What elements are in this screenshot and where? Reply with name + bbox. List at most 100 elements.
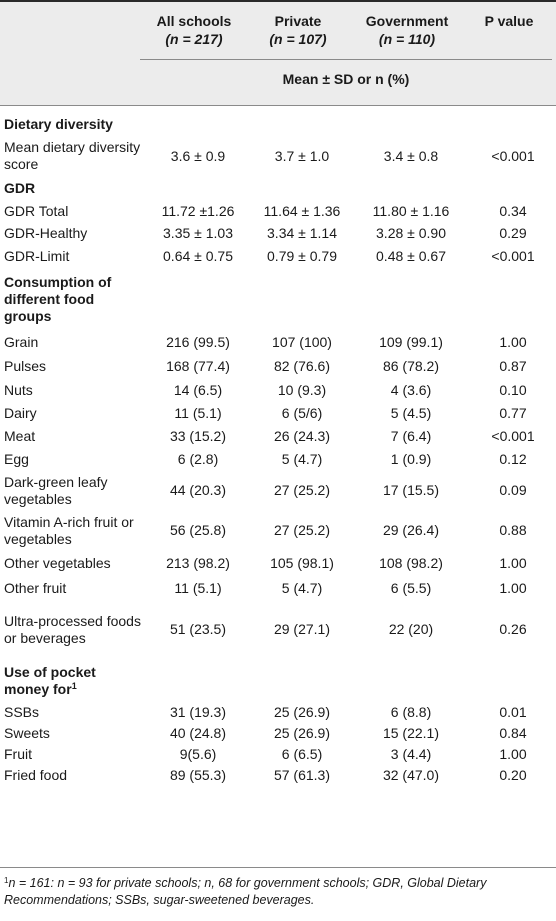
row-label-text: GDR [4,179,36,196]
cell-all-schools: 3.35 ± 1.03 [163,225,233,241]
table-row: GDR-Limit 0.64 ± 0.75 0.79 ± 0.79 0.48 ± 0.… [0,244,556,268]
cell-all-schools: 56 (25.8) [169,522,227,538]
cell-private: 57 (61.3) [273,767,331,783]
row-label-text: GDR Total [4,202,69,219]
cell-p-value: 0.29 [499,225,527,241]
cell-p-value: 0.12 [499,451,527,467]
row-label-text: Sweets [4,725,50,741]
cell-p-value [470,177,556,199]
cell-private: 6 (6.5) [281,746,323,762]
cell-government: 1 (0.9) [390,451,432,467]
cell-government: 32 (47.0) [382,767,440,783]
cell-private: 3.34 ± 1.14 [267,225,337,241]
cell-private: 25 (26.9) [273,704,331,720]
cell-p-value: 0.34 [499,202,527,219]
cell-all-schools: 14 (6.5) [173,381,223,398]
cell-p-value: 0.10 [499,381,527,398]
cell-all-schools: 44 (20.3) [169,482,227,498]
table-body: Dietary diversity Mean dietary diversity … [0,113,556,786]
table-row: Nuts 14 (6.5) 10 (9.3) 4 (3.6) 0.10 [0,378,556,402]
table-row: SSBs 31 (19.3) 25 (26.9) 6 (8.8) 0.01 [0,702,556,723]
cell-private [252,177,352,199]
row-label-text: Grain [4,333,39,350]
row-label: Egg [0,448,144,471]
header-private: Private (n = 107) [248,12,348,48]
header-private-n: (n = 107) [269,31,327,47]
row-label-text: Use of pocket money for [4,663,96,697]
cell-all-schools: 168 (77.4) [166,357,230,374]
cell-private [252,268,352,330]
cell-government: 22 (20) [388,621,434,637]
footnote-text: n = 161: n = 93 for private schools; n, … [4,876,487,907]
cell-private [252,659,352,702]
table-row: Fried food 89 (55.3) 57 (61.3) 32 (47.0) 0.2… [0,765,556,786]
cell-p-value: 0.20 [499,767,527,783]
cell-p-value: 0.84 [499,725,527,741]
table-row: GDR Total 11.72 ±1.26 11.64 ± 1.36 11.80 ± … [0,199,556,223]
cell-government: 3.28 ± 0.90 [376,225,446,241]
cell-all-schools: 51 (23.5) [169,621,227,637]
row-label-text: Fruit [4,746,32,762]
row-label-text: Ultra-processed foods or beverages [4,612,141,646]
cell-p-value: 0.77 [499,405,527,421]
cell-private: 0.79 ± 0.79 [267,247,337,264]
row-label-text: Vitamin A-rich fruit or vegetables [4,513,134,547]
cell-government: 0.48 ± 0.67 [376,247,446,264]
section-label: Use of pocket money for1 [0,659,144,702]
cell-private: 26 (24.3) [273,428,331,444]
cell-all-schools: 31 (19.3) [169,704,227,720]
cell-private: 5 (4.7) [281,451,323,467]
row-label: Dairy [0,402,144,425]
cell-p-value: 1.00 [499,555,527,571]
table-row: Mean dietary diversity score 3.6 ± 0.9 3.7… [0,135,556,177]
cell-government [352,659,470,702]
row-label-text: Meat [4,428,36,444]
cell-all-schools [144,177,252,199]
cell-p-value: 1.00 [499,333,527,350]
row-label: Pulses [0,354,144,378]
cell-all-schools: 11 (5.1) [174,579,222,596]
row-label-text: Egg [4,451,29,467]
row-label-text: GDR-Limit [4,247,70,264]
cell-p-value [470,113,556,135]
cell-government [352,113,470,135]
header-government: Government (n = 110) [348,12,466,48]
row-label-text: Dietary diversity [4,115,113,132]
table-row: Sweets 40 (24.8) 25 (26.9) 15 (22.1) 0.84 [0,723,556,744]
table-row: Egg 6 (2.8) 5 (4.7) 1 (0.9) 0.12 [0,448,556,471]
row-label: GDR Total [0,199,144,223]
row-label-text: Consumption of different food groups [4,273,112,324]
row-label-text: GDR-Healthy [4,225,88,241]
row-label: Nuts [0,378,144,402]
cell-all-schools: 11.72 ±1.26 [161,202,235,219]
row-label-text: Fried food [4,767,68,783]
cell-government: 86 (78.2) [382,357,440,374]
bottom-rule [0,867,556,868]
cell-all-schools: 9(5.6) [179,746,217,762]
row-label: Sweets [0,723,144,744]
header-band [0,2,556,105]
cell-government: 17 (15.5) [382,482,440,498]
cell-private: 27 (25.2) [273,482,331,498]
cell-private: 82 (76.6) [273,357,331,374]
cell-government: 5 (4.5) [390,405,432,421]
row-label: Fruit [0,744,144,765]
cell-government: 6 (5.5) [390,579,432,596]
cell-all-schools: 6 (2.8) [177,451,219,467]
cell-p-value: 1.00 [499,746,527,762]
section-row: Dietary diversity [0,113,556,135]
table-row: Other vegetables 213 (98.2) 105 (98.1) 108 … [0,551,556,576]
cell-government: 108 (98.2) [379,555,443,571]
cell-private: 105 (98.1) [270,555,334,571]
cell-private: 25 (26.9) [273,725,331,741]
cell-p-value: 0.01 [499,704,527,720]
cell-all-schools: 213 (98.2) [166,555,230,571]
cell-private: 27 (25.2) [273,522,331,538]
row-label-text: Mean dietary diversity score [4,139,141,172]
table-row: Other fruit 11 (5.1) 5 (4.7) 6 (5.5) 1.00 [0,576,556,600]
row-label: Grain [0,330,144,354]
cell-all-schools: 89 (55.3) [169,767,227,783]
table-row: Grain 216 (99.5) 107 (100) 109 (99.1) 1.00 [0,330,556,354]
cell-p-value: <0.001 [491,147,535,164]
